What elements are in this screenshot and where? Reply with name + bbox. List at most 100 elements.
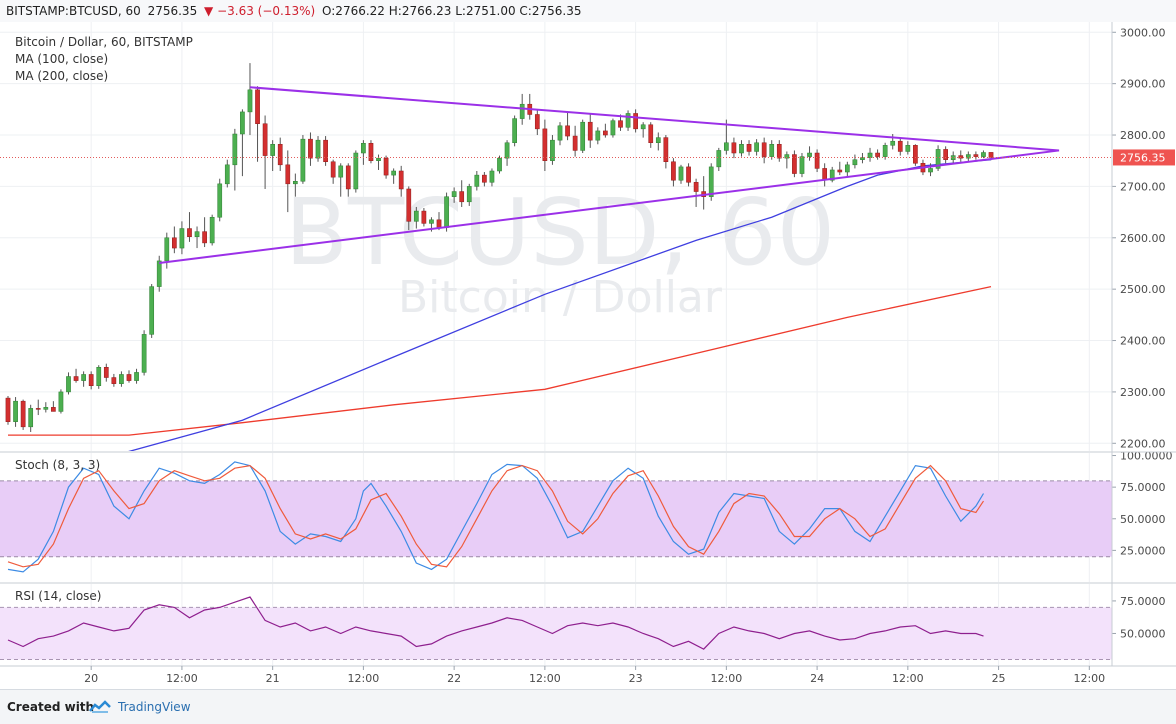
- candle-body: [300, 138, 306, 182]
- candle-body: [603, 130, 608, 136]
- price-axis-label: 2300.00: [1120, 386, 1166, 399]
- candle-body: [466, 186, 472, 203]
- candle-body: [550, 139, 555, 161]
- candle-body: [648, 124, 654, 143]
- candle-body: [292, 181, 298, 185]
- candle-body: [958, 155, 964, 159]
- candle-body: [708, 166, 714, 197]
- created-with-label: Created with: [7, 700, 95, 714]
- time-axis-label: 12:00: [892, 672, 924, 685]
- rsi-line: [7, 596, 984, 650]
- candle-body: [633, 113, 638, 130]
- stoch-axis-label: 50.0000: [1120, 513, 1166, 526]
- candle-body: [202, 231, 207, 244]
- time-axis-label: 25: [992, 672, 1006, 685]
- candle-body: [693, 182, 699, 192]
- candle-body: [323, 139, 328, 162]
- candle-body: [897, 140, 903, 152]
- candle-body: [625, 113, 631, 128]
- ma200-line: [8, 285, 992, 436]
- candle-body: [247, 89, 253, 113]
- candle-body: [724, 142, 729, 151]
- candle-body: [413, 210, 419, 222]
- candle-body: [5, 397, 11, 422]
- candle-body: [119, 374, 124, 384]
- stoch-band: [0, 480, 1112, 557]
- candle-body: [512, 118, 517, 143]
- candle-body: [663, 137, 669, 162]
- candle-body: [338, 165, 344, 178]
- candle-body: [754, 142, 759, 152]
- candle-body: [595, 130, 601, 141]
- candle-body: [860, 157, 865, 160]
- candle-body: [172, 237, 177, 249]
- last-price-badge-label: 2756.35: [1120, 151, 1166, 164]
- candle-body: [28, 408, 34, 428]
- tradingview-link[interactable]: TradingView: [118, 700, 191, 714]
- candle-body: [572, 135, 578, 151]
- candle-body: [224, 164, 230, 185]
- time-axis-label: 12:00: [1073, 672, 1105, 685]
- candle-body: [81, 374, 86, 381]
- candle-body: [240, 111, 245, 135]
- legend-title: Bitcoin / Dollar, 60, BITSTAMP: [15, 35, 193, 49]
- stoch-axis-label: 100.0000: [1120, 450, 1173, 463]
- candle-body: [103, 367, 109, 378]
- candle-body: [13, 400, 18, 422]
- watermark-name: Bitcoin / Dollar: [398, 272, 723, 323]
- candle-body: [784, 154, 790, 159]
- candle-body: [51, 407, 56, 412]
- candle-body: [739, 144, 744, 154]
- price-axis-label: 2700.00: [1120, 180, 1166, 193]
- candle-body: [829, 169, 835, 181]
- time-axis-label: 12:00: [348, 672, 380, 685]
- candle-body: [391, 170, 396, 176]
- candle-body: [640, 124, 646, 130]
- stoch-axis-label: 75.0000: [1120, 481, 1166, 494]
- candle-body: [217, 183, 223, 218]
- ohlc-values: O:2766.22 H:2766.23 L:2751.00 C:2756.35: [322, 4, 582, 18]
- rsi-axis-label: 75.0000: [1120, 595, 1166, 608]
- rsi-axis-label: 50.0000: [1120, 627, 1166, 640]
- candle-body: [852, 159, 858, 166]
- candle-body: [557, 125, 563, 141]
- candle-body: [935, 149, 941, 169]
- candle-body: [565, 125, 570, 137]
- candle-body: [73, 376, 79, 381]
- symbol-label[interactable]: BITSTAMP:BTCUSD, 60: [6, 4, 141, 18]
- price-axis-label: 3000.00: [1120, 26, 1166, 39]
- time-axis-label: 22: [447, 672, 461, 685]
- price-axis-label: 2400.00: [1120, 335, 1166, 348]
- candle-body: [270, 144, 276, 156]
- candle-body: [875, 152, 880, 157]
- price-axis-label: 2200.00: [1120, 437, 1166, 450]
- chart-canvas[interactable]: 3000.00 2900.00 2800.00 2700.00 2600.00 2500.…: [0, 22, 1176, 689]
- candle-body: [459, 191, 465, 203]
- time-axis-label: 21: [266, 672, 280, 685]
- candle-body: [345, 165, 351, 190]
- candle-body: [398, 170, 404, 190]
- price-axis-label: 2600.00: [1120, 232, 1166, 245]
- candle-body: [134, 372, 139, 381]
- candle-body: [965, 154, 971, 159]
- trendline-upper: [249, 86, 1060, 152]
- price-axis-label: 2900.00: [1120, 78, 1166, 91]
- candle-body: [807, 152, 812, 157]
- watermark-symbol: BTCUSD, 60: [285, 179, 835, 286]
- candle-body: [179, 228, 185, 249]
- candle-body: [587, 121, 593, 141]
- candle-body: [943, 149, 948, 160]
- time-axis-label: 20: [84, 672, 98, 685]
- candle-body: [746, 144, 752, 152]
- candle-body: [686, 166, 691, 183]
- candle-body: [376, 157, 381, 161]
- candle-body: [141, 334, 147, 373]
- candle-body: [882, 145, 888, 157]
- candle-body: [406, 188, 412, 222]
- legend-ma100: MA (100, close): [15, 52, 108, 66]
- stoch-axis-label: 25.0000: [1120, 544, 1166, 557]
- candle-body: [194, 231, 200, 238]
- candle-body: [35, 408, 41, 410]
- candle-body: [981, 152, 986, 157]
- candle-body: [610, 120, 616, 136]
